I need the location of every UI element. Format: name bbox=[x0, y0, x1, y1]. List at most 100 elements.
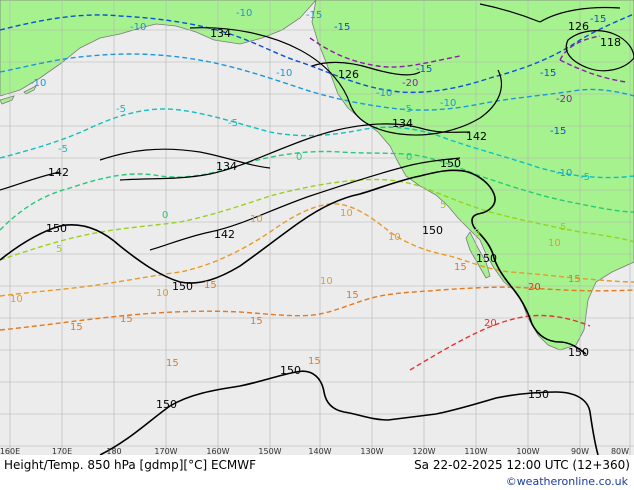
isotherm-15 bbox=[0, 286, 634, 331]
temp-label: 10 bbox=[340, 208, 353, 219]
temp-label: -10 bbox=[30, 78, 46, 89]
isotherm-20 bbox=[409, 314, 591, 371]
height-label: 150 bbox=[568, 346, 589, 359]
temp-label: -10 bbox=[376, 88, 392, 99]
height-label: 150 bbox=[528, 388, 549, 401]
temp-label: 10 bbox=[250, 214, 263, 225]
temp-label: -10 bbox=[556, 168, 572, 179]
isotherm-5 bbox=[0, 178, 634, 261]
height-label: 150 bbox=[46, 222, 67, 235]
map-panel: 134 134 134 142 142 142 150 150 150 150 … bbox=[0, 0, 634, 456]
height-contour-134 bbox=[189, 3, 621, 136]
longitude-tick-label: 110W bbox=[464, 447, 488, 456]
longitude-tick-label: 180 bbox=[106, 447, 122, 456]
temp-label: 0 bbox=[296, 152, 302, 163]
temp-label: 10 bbox=[388, 232, 401, 243]
longitude-tick-label: 130W bbox=[360, 447, 384, 456]
isotherm-10 bbox=[0, 203, 634, 297]
height-contour-142 bbox=[0, 123, 471, 191]
temp-label: -10 bbox=[236, 8, 252, 19]
height-contour-134b bbox=[99, 148, 271, 169]
temp-label: 15 bbox=[346, 290, 359, 301]
height-label: 126 bbox=[568, 20, 589, 33]
temp-label: 10 bbox=[320, 276, 333, 287]
temp-label: -5 bbox=[402, 104, 412, 115]
temp-label: -15 bbox=[590, 14, 606, 25]
temp-label: -15 bbox=[416, 64, 432, 75]
temp-label: 5 bbox=[474, 228, 480, 239]
longitude-tick-label: 120W bbox=[412, 447, 436, 456]
temp-label: 15 bbox=[454, 262, 467, 273]
temp-label: -10 bbox=[130, 22, 146, 33]
temp-label: -5 bbox=[58, 144, 68, 155]
height-label: 134 bbox=[210, 27, 231, 40]
temp-label: 15 bbox=[70, 322, 83, 333]
temp-label: 10 bbox=[548, 238, 561, 249]
longitude-tick-label: 170E bbox=[51, 447, 73, 456]
longitude-tick-label: 140W bbox=[308, 447, 332, 456]
temp-label: -15 bbox=[550, 126, 566, 137]
temp-label: -20 bbox=[402, 78, 418, 89]
height-label: 150 bbox=[156, 398, 177, 411]
height-contour-150a bbox=[0, 169, 587, 355]
temp-label: -15 bbox=[334, 22, 350, 33]
isotherm-0 bbox=[0, 150, 634, 231]
temperature-label-layer: -10 -10 -10 -10 -10 -15 -15 -15 -15 -15 … bbox=[10, 8, 606, 369]
temperature-contours bbox=[0, 13, 634, 371]
height-label: 118 bbox=[600, 36, 621, 49]
height-label: 150 bbox=[422, 224, 443, 237]
temp-label: 15 bbox=[308, 356, 321, 367]
map-footer: 160E 170E 180 170W 160W 150W 140W 130W 120W 110W 1… bbox=[0, 447, 634, 490]
longitude-tick-label: 160E bbox=[0, 447, 21, 456]
map-canvas: 134 134 134 142 142 142 150 150 150 150 … bbox=[0, 0, 634, 456]
height-contour-150b bbox=[99, 370, 599, 456]
credit-link[interactable]: ©weatheronline.co.uk bbox=[505, 475, 628, 488]
temp-label: 5 bbox=[56, 244, 62, 255]
temp-label: 10 bbox=[156, 288, 169, 299]
temp-label: 0 bbox=[162, 210, 168, 221]
temp-label: -15 bbox=[540, 68, 556, 79]
height-label: 150 bbox=[476, 252, 497, 265]
temp-label: -15 bbox=[306, 10, 322, 21]
longitude-tick-label: 80W bbox=[610, 447, 630, 456]
height-label: 134 bbox=[392, 117, 413, 130]
temp-label: -5 bbox=[580, 172, 590, 183]
height-label: 142 bbox=[48, 166, 69, 179]
height-contour-142b bbox=[149, 157, 461, 251]
height-contours bbox=[0, 3, 634, 456]
height-contour-126 bbox=[311, 61, 421, 76]
valid-time: Sa 22-02-2025 12:00 UTC (12+360) bbox=[414, 458, 630, 472]
height-label-layer: 134 134 134 142 142 142 150 150 150 150 … bbox=[46, 20, 621, 411]
temp-label: 5 bbox=[560, 222, 566, 233]
isotherm-m20 bbox=[309, 35, 627, 83]
temp-label: -20 bbox=[556, 94, 572, 105]
temp-label: 20 bbox=[484, 318, 497, 329]
temp-label: 10 bbox=[10, 294, 23, 305]
height-label: 134 bbox=[216, 160, 237, 173]
height-label: 142 bbox=[214, 228, 235, 241]
height-label: 150 bbox=[440, 157, 461, 170]
temp-label: -5 bbox=[228, 118, 238, 129]
height-label: 150 bbox=[172, 280, 193, 293]
longitude-tick-label: 90W bbox=[570, 447, 590, 456]
height-label: 126 bbox=[338, 68, 359, 81]
longitude-tick-label: 150W bbox=[258, 447, 282, 456]
isotherm-m10 bbox=[0, 53, 634, 111]
temp-label: 15 bbox=[250, 316, 263, 327]
north-america-land bbox=[311, 0, 634, 351]
temp-label: 0 bbox=[406, 152, 412, 163]
temp-label: 15 bbox=[120, 314, 133, 325]
temp-label: -10 bbox=[440, 98, 456, 109]
longitude-tick-label: 160W bbox=[206, 447, 230, 456]
temp-label: -5 bbox=[116, 104, 126, 115]
height-label: 142 bbox=[466, 130, 487, 143]
temp-label: 5 bbox=[440, 200, 446, 211]
height-label: 150 bbox=[280, 364, 301, 377]
temp-label: 20 bbox=[528, 282, 541, 293]
map-title: Height/Temp. 850 hPa [gdmp][°C] ECMWF bbox=[4, 458, 257, 472]
temp-label: 15 bbox=[568, 274, 581, 285]
temp-label: 15 bbox=[204, 280, 217, 291]
longitude-tick-label: 170W bbox=[154, 447, 178, 456]
isotherm-m5 bbox=[0, 108, 634, 179]
longitude-tick-label: 100W bbox=[516, 447, 540, 456]
